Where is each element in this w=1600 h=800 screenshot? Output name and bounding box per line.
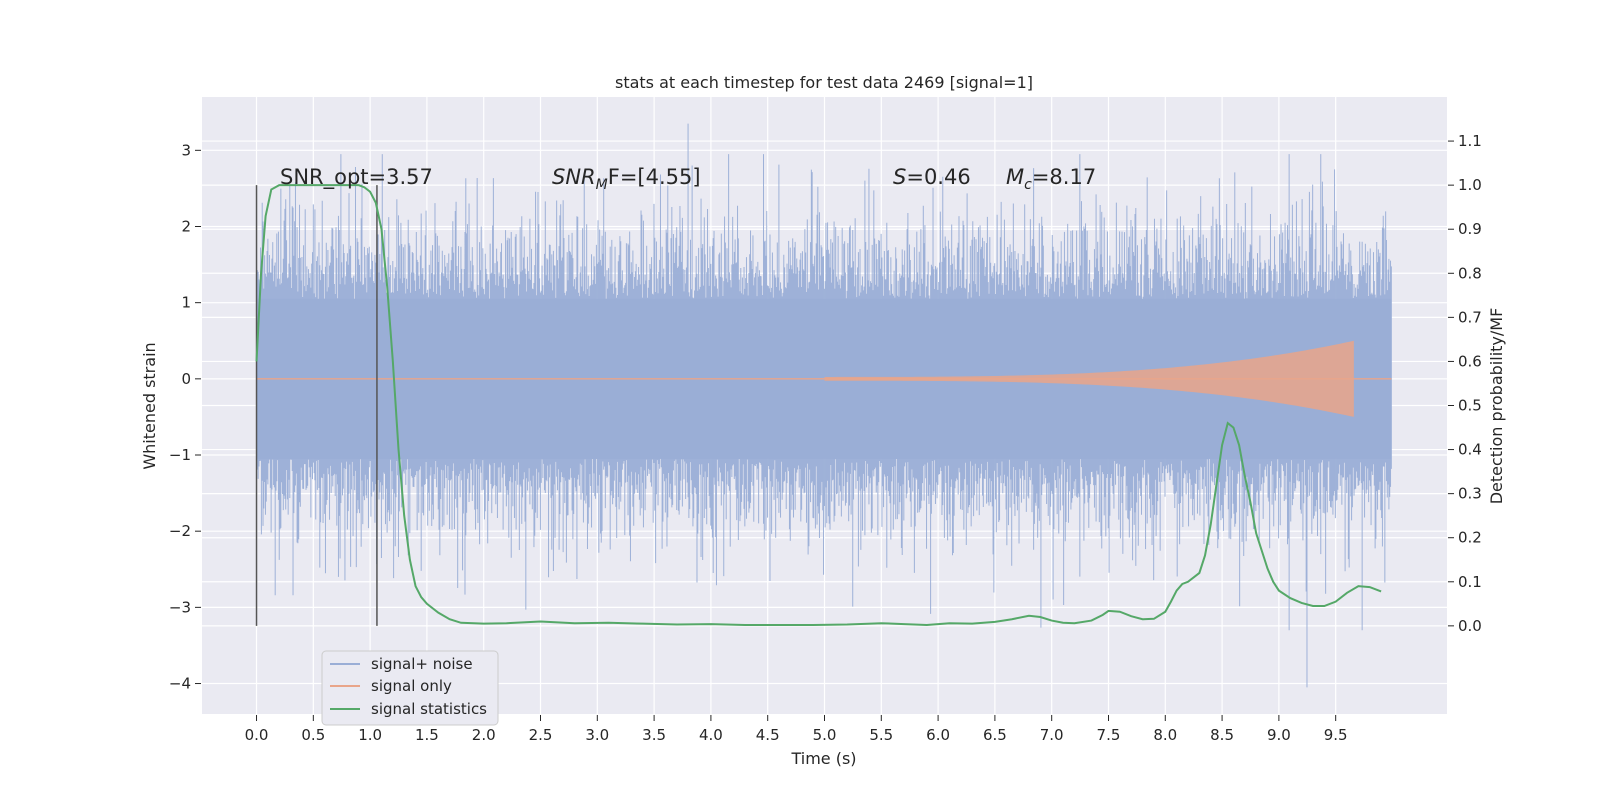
y2-tick-label: 1.1 [1458, 132, 1482, 150]
x-tick-label: 0.5 [301, 726, 325, 744]
x-tick-label: 1.0 [358, 726, 382, 744]
y-tick-label: 3 [181, 141, 191, 159]
y-tick-label: 2 [181, 217, 191, 235]
annotation-s-var: S [893, 165, 906, 189]
y2-tick-label: 0.5 [1458, 397, 1482, 415]
x-axis-ticks: 0.0 0.5 1.0 1.5 2.0 2.5 3.0 3.5 4.0 4.5 5.0 5.5 6.0 6… [245, 715, 1348, 744]
y2-axis-ticks: 0.0 0.1 0.2 0.3 0.4 0.5 0.6 0.7 0.8 0.9 1.0 1.1 [1448, 132, 1482, 635]
x-axis-label: Time (s) [790, 749, 856, 768]
annotation-snr-mf-rest: F=[4.55] [608, 165, 701, 189]
y2-axis-label: Detection probability/MF [1487, 308, 1506, 505]
legend-label-signal-only: signal only [371, 677, 452, 695]
y-tick-label: 1 [181, 294, 191, 312]
x-tick-label: 0.0 [245, 726, 269, 744]
y-tick-label: 0 [181, 370, 191, 388]
x-tick-label: 2.5 [529, 726, 553, 744]
chart-title: stats at each timestep for test data 246… [615, 73, 1033, 92]
y2-tick-label: 0.9 [1458, 220, 1482, 238]
series-signal-statistics [255, 184, 1382, 626]
y-axis-label: Whitened strain [140, 342, 159, 469]
y2-tick-label: 0.6 [1458, 352, 1482, 370]
x-tick-label: 6.5 [983, 726, 1007, 744]
x-tick-label: 6.0 [926, 726, 950, 744]
x-tick-label: 3.0 [585, 726, 609, 744]
annotation-mc-rest: =8.17 [1032, 165, 1096, 189]
y2-tick-label: 0.2 [1458, 529, 1482, 547]
x-tick-label: 9.5 [1324, 726, 1348, 744]
y-tick-label: −3 [169, 598, 191, 616]
x-tick-label: 8.0 [1153, 726, 1177, 744]
x-tick-label: 7.5 [1097, 726, 1121, 744]
detection-window-markers [255, 185, 378, 626]
y-tick-label: −1 [169, 446, 191, 464]
legend-box [321, 650, 499, 726]
y2-tick-label: 0.1 [1458, 573, 1482, 591]
legend: signal+ noise signal only signal statist… [321, 650, 499, 726]
y2-tick-label: 0.4 [1458, 441, 1482, 459]
annotation-s-rest: =0.46 [906, 165, 970, 189]
x-tick-label: 9.0 [1267, 726, 1291, 744]
annotation-snr-mf-main: SNR [552, 165, 596, 189]
x-tick-label: 5.5 [869, 726, 893, 744]
x-tick-label: 2.0 [472, 726, 496, 744]
y2-tick-label: 0.3 [1458, 485, 1482, 503]
legend-label-signal-statistics: signal statistics [371, 700, 487, 718]
x-tick-label: 4.5 [756, 726, 780, 744]
y-tick-label: −2 [169, 522, 191, 540]
y2-tick-label: 1.0 [1458, 176, 1482, 194]
annotation-snr-mf-sub: M [596, 177, 608, 193]
annotation-mc-sub: c [1024, 177, 1032, 193]
annotation-mc-var: M [1006, 165, 1024, 189]
series-signal-only-chirp [824, 340, 1354, 417]
y-axis-ticks: −4 −3 −2 −1 0 1 2 3 [169, 141, 201, 693]
y2-tick-label: 0.8 [1458, 264, 1482, 282]
y2-tick-label: 0.0 [1458, 617, 1482, 635]
annotation-s: S=0.46 [893, 165, 971, 189]
y2-tick-label: 0.7 [1458, 308, 1482, 326]
annotation-snr-opt: SNR_opt=3.57 [280, 165, 433, 190]
annotation-snr-mf: SNRMF=[4.55] [552, 165, 701, 193]
y-tick-label: −4 [169, 675, 191, 693]
annotation-mc: Mc=8.17 [1006, 165, 1096, 193]
legend-label-signal-plus-noise: signal+ noise [371, 655, 473, 673]
x-tick-label: 3.5 [642, 726, 666, 744]
x-tick-label: 4.0 [699, 726, 723, 744]
x-tick-label: 5.0 [813, 726, 837, 744]
x-tick-label: 7.0 [1040, 726, 1064, 744]
x-tick-label: 8.5 [1210, 726, 1234, 744]
x-tick-label: 1.5 [415, 726, 439, 744]
